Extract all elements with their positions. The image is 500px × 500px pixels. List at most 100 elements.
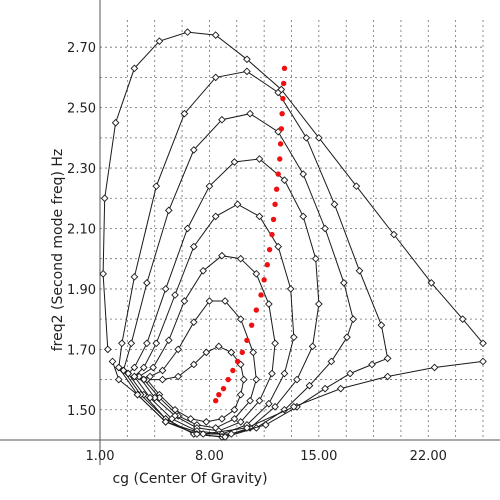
series-point (243, 424, 251, 432)
series-point (236, 390, 245, 399)
highlight-point (279, 110, 285, 117)
y-tick-label: 2.10 (67, 222, 96, 237)
y-tick-label: 2.50 (67, 102, 96, 117)
series-point (302, 134, 311, 142)
series-line (146, 345, 245, 423)
series-point (130, 372, 139, 381)
highlight-point (248, 322, 255, 328)
highlight-point (269, 231, 275, 238)
y-axis-label: freq2 (Second mode freq) Hz (50, 149, 66, 352)
series-point (255, 155, 264, 163)
series-point (346, 369, 354, 378)
series-point (152, 339, 161, 348)
highlight-point (275, 171, 281, 177)
highlight-point (212, 398, 219, 404)
series-point (321, 384, 329, 393)
highlight-point (258, 292, 264, 298)
series-point (299, 170, 308, 178)
highlight-point (220, 385, 227, 392)
series-point (230, 415, 239, 423)
series-point (271, 402, 279, 411)
series-point (458, 315, 467, 323)
series-point (211, 73, 220, 82)
series-point (211, 31, 220, 39)
highlight-series (212, 65, 288, 404)
highlight-point (244, 337, 250, 343)
series-point (264, 300, 273, 308)
series-point (308, 342, 317, 351)
series-point (252, 375, 261, 384)
series-point (155, 37, 164, 45)
series-point (277, 85, 286, 94)
series-point (161, 418, 170, 426)
series-point (221, 433, 229, 441)
series-point (108, 357, 117, 366)
series-point (286, 285, 295, 293)
series-point (171, 291, 179, 299)
series-point (143, 339, 151, 348)
series-point (189, 146, 198, 154)
x-tick-label: 15.00 (300, 449, 337, 464)
series-point (343, 333, 351, 342)
grid (100, 20, 484, 440)
series-point (239, 375, 248, 384)
series-point (315, 134, 323, 142)
series-point (274, 242, 283, 251)
series-point (280, 369, 289, 378)
highlight-point (272, 201, 278, 208)
series-point (236, 315, 245, 323)
series-point (118, 339, 126, 348)
series-point (377, 321, 386, 330)
series-point (161, 285, 170, 293)
curves (99, 28, 487, 441)
series-point (230, 405, 239, 414)
series-point (180, 297, 189, 305)
tick-labels: 1.00 8.00 15.00 22.00 1.50 1.70 1.90 2.10 2.30 2.… (67, 41, 447, 464)
highlight-point (253, 307, 260, 313)
series-point (174, 372, 182, 381)
series-point (139, 363, 148, 372)
series-point (243, 55, 251, 64)
series-point (111, 118, 120, 127)
x-tick-label: 8.00 (195, 449, 224, 464)
y-tick-label: 1.90 (67, 283, 96, 298)
y-tick-label: 2.70 (67, 41, 96, 56)
series-point (280, 176, 289, 184)
series-point (205, 182, 214, 191)
series-point (202, 348, 211, 357)
series-point (99, 269, 107, 278)
series-point (243, 67, 251, 76)
series-point (100, 194, 109, 203)
series-point (430, 363, 439, 372)
highlight-point (230, 367, 236, 374)
series-point (205, 297, 214, 305)
series-point (164, 336, 173, 345)
series-point (189, 242, 198, 251)
series-point (236, 418, 245, 426)
series-point (189, 360, 198, 369)
series-point (321, 224, 329, 233)
series-point (103, 345, 112, 354)
series-point (183, 224, 192, 233)
series-point (305, 381, 314, 390)
series-point (130, 64, 139, 73)
x-tick-label: 22.00 (410, 449, 447, 464)
series-point (114, 363, 123, 372)
series-point (221, 297, 229, 305)
series-point (383, 354, 392, 363)
series-point (189, 318, 198, 326)
series-point (130, 363, 139, 372)
series-point (479, 339, 487, 348)
series-point (299, 212, 308, 221)
series-point (218, 251, 226, 260)
series-point (271, 339, 279, 348)
highlight-point (280, 80, 287, 87)
series-point (230, 158, 239, 166)
series-point (180, 109, 189, 118)
series-point (264, 399, 273, 408)
series-point (152, 182, 161, 191)
series-point (261, 421, 270, 429)
highlight-point (281, 65, 288, 72)
highlight-point (261, 277, 267, 283)
